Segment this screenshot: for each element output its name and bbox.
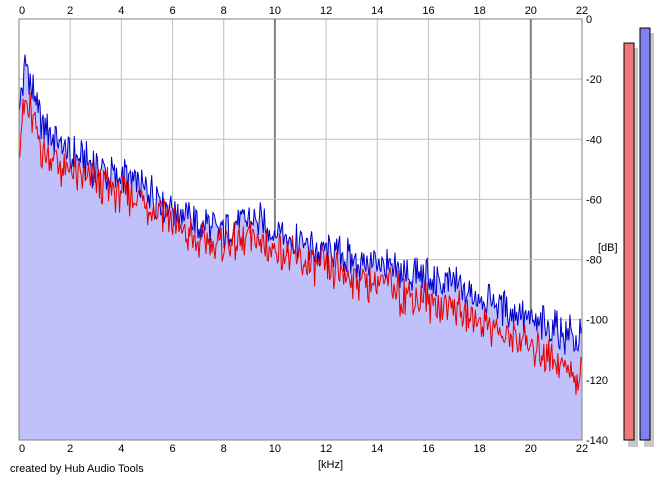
series-lines: [18, 54, 583, 395]
x-tick-bottom-20: 20: [525, 443, 537, 455]
spectrum-fill-area: [19, 54, 582, 440]
level-meter-left: [623, 42, 635, 441]
x-tick-top-8: 8: [221, 5, 227, 17]
series-blue: [18, 54, 583, 355]
y-tick--80: -80: [586, 255, 602, 267]
x-tick-bottom-0: 0: [19, 443, 25, 455]
x-tick-top-6: 6: [169, 5, 175, 17]
credit-text: created by Hub Audio Tools: [10, 463, 144, 475]
level-meters: [623, 27, 654, 448]
y-tick--40: -40: [586, 134, 602, 146]
x-tick-labels-top: 0 2 4 6 8 10 12 14 16 18 20 22: [19, 5, 588, 17]
x-tick-top-16: 16: [422, 5, 434, 17]
x-tick-bottom-16: 16: [422, 443, 434, 455]
x-tick-top-10: 10: [269, 5, 281, 17]
x-tick-bottom-2: 2: [67, 443, 73, 455]
x-tick-bottom-4: 4: [118, 443, 124, 455]
x-tick-top-4: 4: [118, 5, 124, 17]
series-red: [18, 92, 583, 395]
y-tick--60: -60: [586, 194, 602, 206]
y-tick--100: -100: [586, 315, 608, 327]
y-tick--140: -140: [586, 435, 608, 447]
y-tick--120: -120: [586, 375, 608, 387]
plot-frame: [18, 18, 583, 441]
x-tick-top-22: 22: [576, 5, 588, 17]
x-tick-top-12: 12: [320, 5, 332, 17]
x-tick-bottom-6: 6: [169, 443, 175, 455]
y-tick-labels: 0 -20 -40 -60 -80 -100 -120 -140: [586, 14, 608, 447]
x-axis-label: [kHz]: [318, 459, 343, 471]
y-tick-0: 0: [586, 14, 592, 26]
x-tick-top-20: 20: [525, 5, 537, 17]
x-tick-bottom-18: 18: [474, 443, 486, 455]
x-tick-top-14: 14: [371, 5, 383, 17]
x-tick-top-0: 0: [19, 5, 25, 17]
level-meter-right: [639, 27, 651, 441]
x-tick-bottom-10: 10: [269, 443, 281, 455]
x-tick-bottom-22: 22: [576, 443, 588, 455]
x-tick-top-18: 18: [474, 5, 486, 17]
x-tick-top-2: 2: [67, 5, 73, 17]
x-tick-labels-bottom: 0 2 4 6 8 10 12 14 16 18 20 22: [19, 443, 588, 455]
x-tick-bottom-14: 14: [371, 443, 383, 455]
y-axis-label: [dB]: [598, 242, 618, 254]
x-tick-bottom-12: 12: [320, 443, 332, 455]
y-tick--20: -20: [586, 74, 602, 86]
x-tick-bottom-8: 8: [221, 443, 227, 455]
